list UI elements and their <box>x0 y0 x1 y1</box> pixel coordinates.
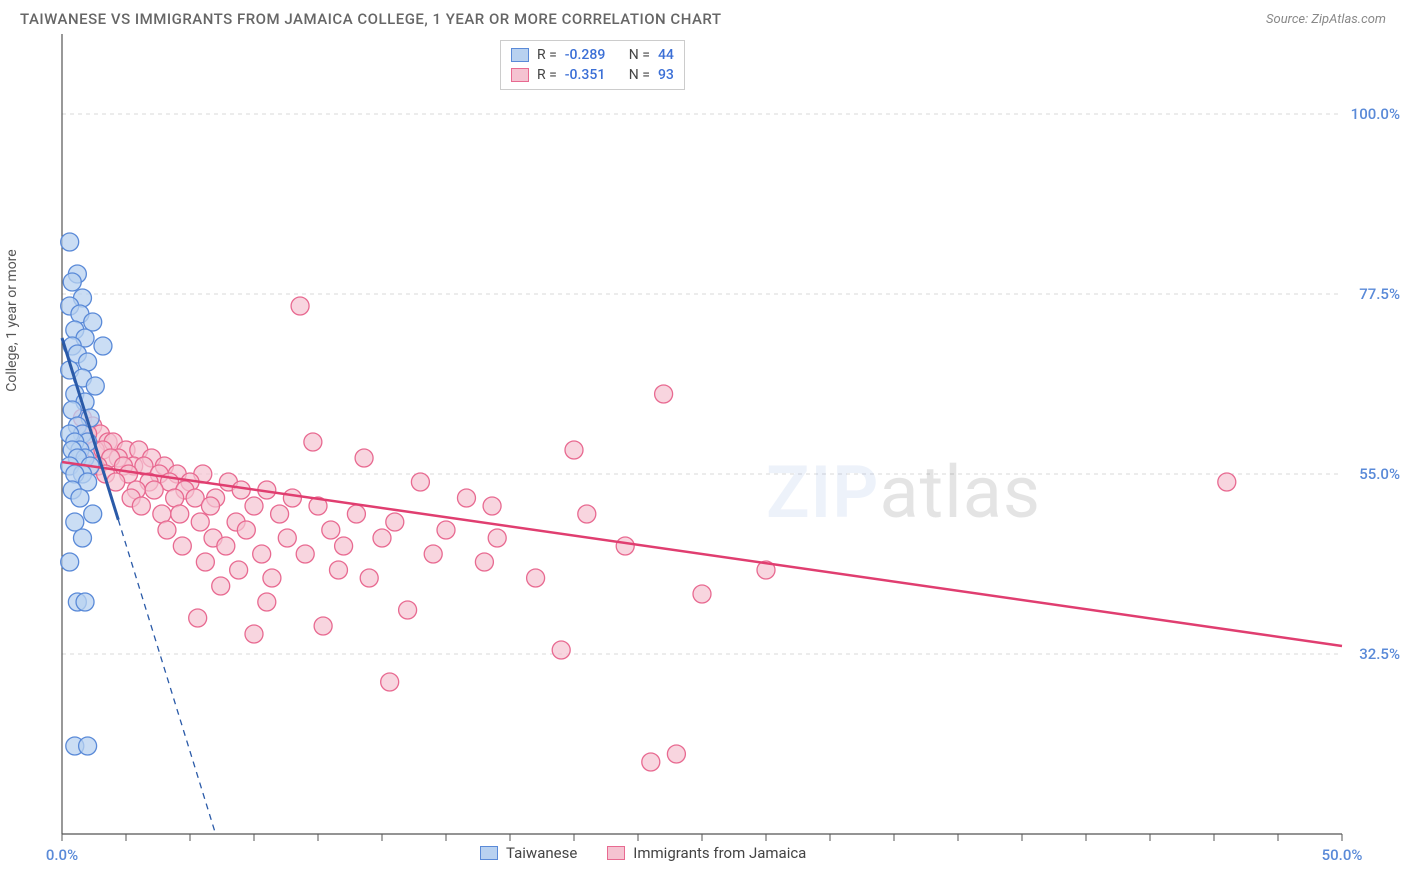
y-tick-label: 77.5% <box>1359 285 1400 303</box>
y-axis-label: College, 1 year or more <box>4 249 20 391</box>
legend-swatch <box>607 846 625 860</box>
corr-legend-row: R =-0.289N =44 <box>511 45 674 65</box>
correlation-legend: R =-0.289N =44R =-0.351N =93 <box>500 40 685 90</box>
legend-swatch <box>511 48 529 62</box>
legend-swatch <box>511 68 529 82</box>
x-tick-label: 50.0% <box>1322 846 1363 864</box>
legend-swatch <box>480 846 498 860</box>
legend-item: Immigrants from Jamaica <box>607 844 806 862</box>
y-tick-label: 32.5% <box>1359 645 1400 663</box>
corr-legend-row: R =-0.351N =93 <box>511 65 674 85</box>
scatter-chart <box>20 34 1402 874</box>
y-tick-label: 55.0% <box>1359 465 1400 483</box>
chart-title: TAIWANESE VS IMMIGRANTS FROM JAMAICA COL… <box>20 10 722 28</box>
y-tick-label: 100.0% <box>1351 105 1400 123</box>
legend-item: Taiwanese <box>480 844 577 862</box>
x-tick-label: 0.0% <box>46 846 78 864</box>
chart-area: College, 1 year or more R =-0.289N =44R … <box>20 34 1386 876</box>
source-attribution: Source: ZipAtlas.com <box>1266 12 1386 27</box>
header-bar: TAIWANESE VS IMMIGRANTS FROM JAMAICA COL… <box>0 0 1406 34</box>
series-legend: Taiwanese Immigrants from Jamaica <box>480 844 806 862</box>
